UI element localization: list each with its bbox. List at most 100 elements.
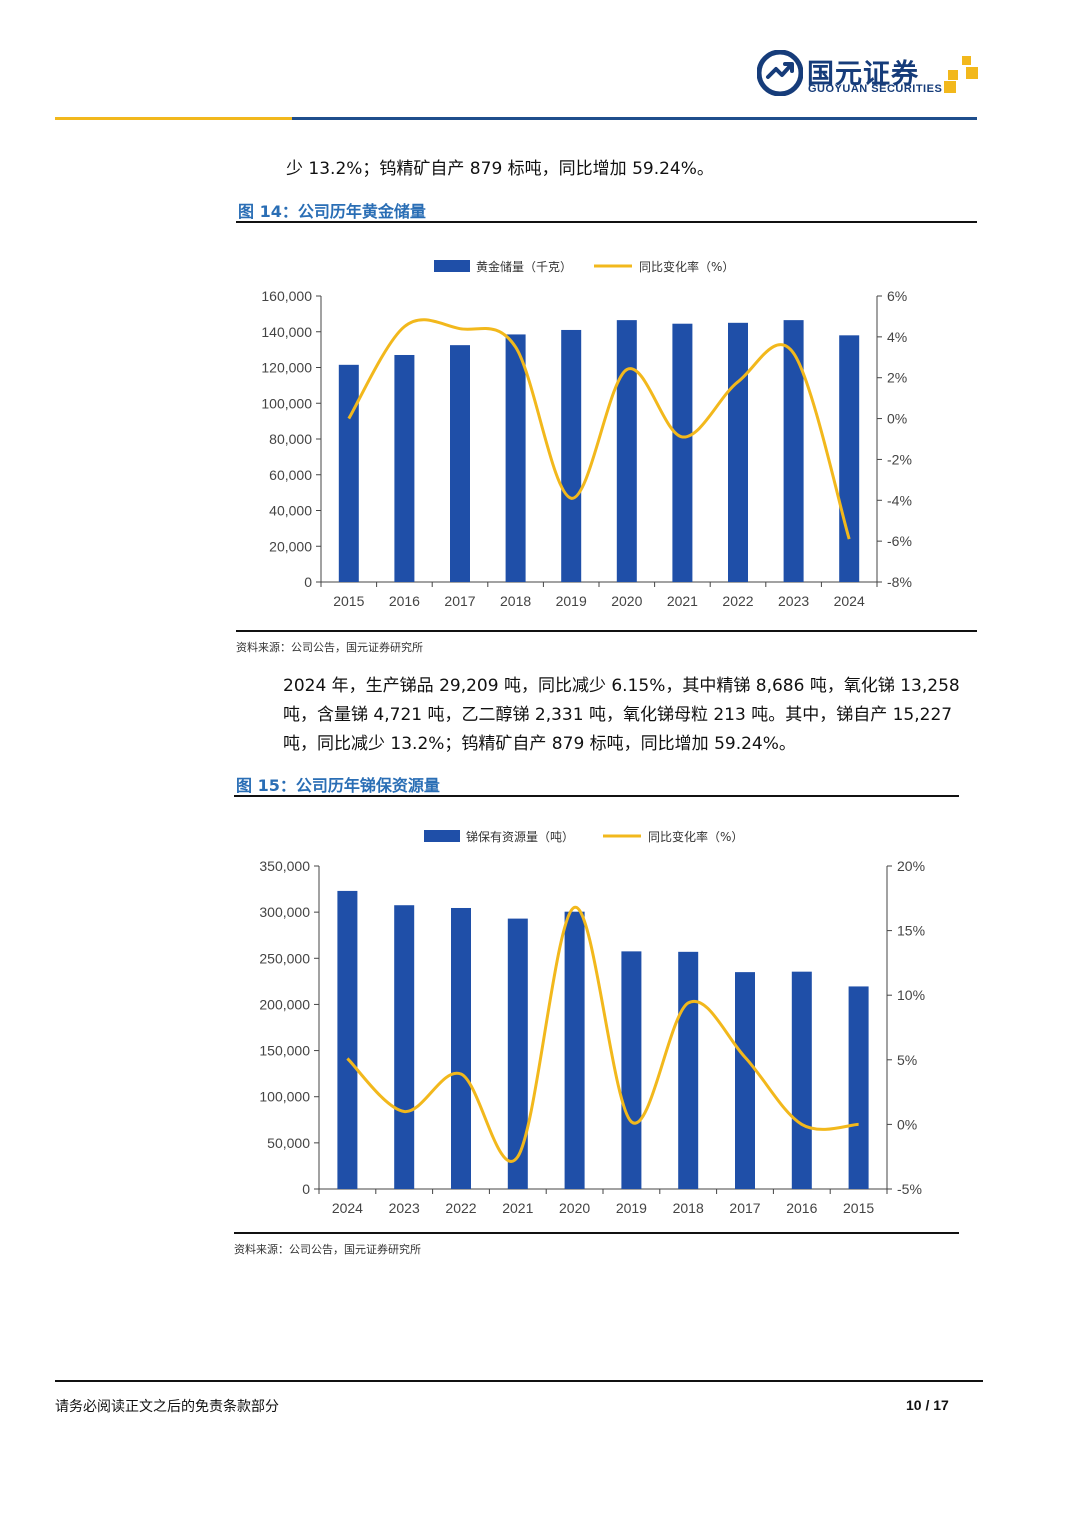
- bar-2019: [561, 329, 582, 582]
- legend-bar-label: 锑保有资源量（吨）: [466, 830, 574, 844]
- logo-name-en: GUOYUAN SECURITIES: [808, 83, 943, 95]
- paragraph-line-2: 吨，含量锑 4,721 吨，乙二醇锑 2,331 吨，氧化锑母粒 213 吨。其…: [283, 705, 953, 725]
- right-tick-label: 5%: [897, 1052, 917, 1068]
- bar-2015: [338, 364, 359, 582]
- legend-bar-swatch: [424, 830, 460, 842]
- figure-15-title: 图 15：公司历年锑保资源量: [236, 776, 440, 795]
- bar-2017: [450, 345, 470, 582]
- bar-2015: [848, 986, 869, 1189]
- left-tick-label: 50,000: [267, 1135, 310, 1151]
- logo-name-cn: 国元证券: [807, 59, 919, 90]
- bar-2021: [672, 323, 693, 582]
- bar-2020: [616, 320, 637, 582]
- bar-2024: [337, 890, 358, 1189]
- bar-2022: [728, 322, 748, 582]
- yoy-change-line: [346, 905, 859, 1163]
- chart-legend: 黄金储量（千克） 同比变化率（%）: [434, 259, 734, 274]
- left-tick-label: 120,000: [261, 360, 312, 376]
- right-tick-label: 10%: [897, 987, 925, 1003]
- chart-gold-reserves: 黄金储量（千克） 同比变化率（%） 0 20,000 40,000 60,000 80,00…: [261, 259, 912, 609]
- left-tick-label: 80,000: [269, 431, 312, 447]
- x-tick-label: 2020: [559, 1200, 590, 1216]
- bar-2023: [783, 320, 804, 582]
- right-tick-label: 0%: [897, 1116, 917, 1132]
- right-tick-label: 20%: [897, 858, 925, 874]
- bar-2018: [505, 334, 526, 582]
- yoy-change-line: [347, 318, 851, 540]
- right-tick-label: -4%: [887, 492, 912, 508]
- legend-line-label: 同比变化率（%）: [648, 829, 743, 844]
- chart-antimony-resources: 锑保有资源量（吨） 同比变化率（%） 0 50,000 100,000 150,000 20…: [259, 829, 925, 1216]
- x-tick-label: 2024: [332, 1200, 363, 1216]
- left-tick-label: 160,000: [261, 288, 312, 304]
- x-tick-label: 2015: [333, 593, 364, 609]
- right-tick-label: 15%: [897, 923, 925, 939]
- bar-2023: [394, 905, 415, 1189]
- right-tick-label: 6%: [887, 288, 907, 304]
- header-rule-navy: [292, 117, 977, 120]
- left-tick-label: 20,000: [269, 538, 312, 554]
- left-tick-label: 150,000: [259, 1043, 310, 1059]
- bar-2016: [791, 971, 812, 1189]
- right-tick-label: -5%: [897, 1181, 922, 1197]
- left-tick-label: 200,000: [259, 996, 310, 1012]
- bar-2024: [839, 335, 860, 582]
- logo-gold-squares-icon: [944, 56, 978, 93]
- x-tick-label: 2022: [445, 1200, 476, 1216]
- guoyuan-logo-icon: [757, 50, 803, 96]
- page-number: 10 / 17: [906, 1397, 949, 1413]
- left-tick-label: 40,000: [269, 503, 312, 519]
- legend-line-label: 同比变化率（%）: [639, 259, 734, 274]
- figure-15-bottom-rule: [234, 1232, 959, 1234]
- figure-14-top-rule: [236, 221, 977, 223]
- right-tick-label: -6%: [887, 533, 912, 549]
- x-tick-label: 2023: [778, 593, 809, 609]
- paragraph-line-3: 吨，同比减少 13.2%；钨精矿自产 879 标吨，同比增加 59.24%。: [283, 734, 796, 754]
- x-tick-label: 2019: [616, 1200, 647, 1216]
- right-tick-label: -8%: [887, 574, 912, 590]
- footer-rule: [55, 1380, 983, 1382]
- x-tick-label: 2022: [722, 593, 753, 609]
- x-tick-label: 2017: [444, 593, 475, 609]
- x-tick-label: 2017: [729, 1200, 760, 1216]
- bar-2019: [621, 951, 642, 1189]
- bar-2017: [735, 972, 755, 1189]
- left-tick-label: 250,000: [259, 950, 310, 966]
- footer-disclaimer: 请务必阅读正文之后的免责条款部分: [55, 1399, 279, 1415]
- right-tick-label: 0%: [887, 411, 907, 427]
- left-tick-label: 0: [302, 1181, 310, 1197]
- x-tick-label: 2018: [673, 1200, 704, 1216]
- x-tick-label: 2023: [389, 1200, 420, 1216]
- paragraph-line-1: 2024 年，生产锑品 29,209 吨，同比减少 6.15%，其中精锑 8,6…: [283, 676, 960, 696]
- continuation-text: 少 13.2%；钨精矿自产 879 标吨，同比增加 59.24%。: [286, 159, 714, 179]
- bar-2020: [564, 911, 585, 1189]
- figure-15-source: 资料来源：公司公告，国元证券研究所: [234, 1243, 421, 1256]
- x-tick-label: 2016: [786, 1200, 817, 1216]
- figure-14-title: 图 14：公司历年黄金储量: [238, 202, 426, 221]
- left-tick-label: 350,000: [259, 858, 310, 874]
- right-tick-label: 2%: [887, 370, 907, 386]
- bar-2021: [507, 918, 528, 1189]
- x-tick-label: 2024: [834, 593, 865, 609]
- legend-bar-swatch: [434, 260, 470, 272]
- bar-2022: [451, 907, 471, 1189]
- x-tick-label: 2020: [611, 593, 642, 609]
- x-tick-label: 2019: [556, 593, 587, 609]
- header-logo: 国元证券 GUOYUAN SECURITIES: [757, 50, 982, 100]
- x-tick-label: 2021: [667, 593, 698, 609]
- figure-14-bottom-rule: [236, 630, 977, 632]
- x-tick-label: 2021: [502, 1200, 533, 1216]
- bar-2016: [394, 354, 415, 582]
- legend-bar-label: 黄金储量（千克）: [476, 259, 572, 274]
- body-paragraph: 2024 年，生产锑品 29,209 吨，同比减少 6.15%，其中精锑 8,6…: [283, 672, 983, 759]
- right-tick-label: -2%: [887, 451, 912, 467]
- header-rule-gold: [55, 117, 292, 120]
- figure-15-top-rule: [234, 795, 959, 797]
- bar-2018: [678, 951, 699, 1189]
- left-tick-label: 100,000: [259, 1089, 310, 1105]
- left-tick-label: 60,000: [269, 467, 312, 483]
- chart-legend: 锑保有资源量（吨） 同比变化率（%）: [424, 829, 743, 844]
- left-tick-label: 0: [304, 574, 312, 590]
- x-tick-label: 2015: [843, 1200, 874, 1216]
- left-tick-label: 140,000: [261, 324, 312, 340]
